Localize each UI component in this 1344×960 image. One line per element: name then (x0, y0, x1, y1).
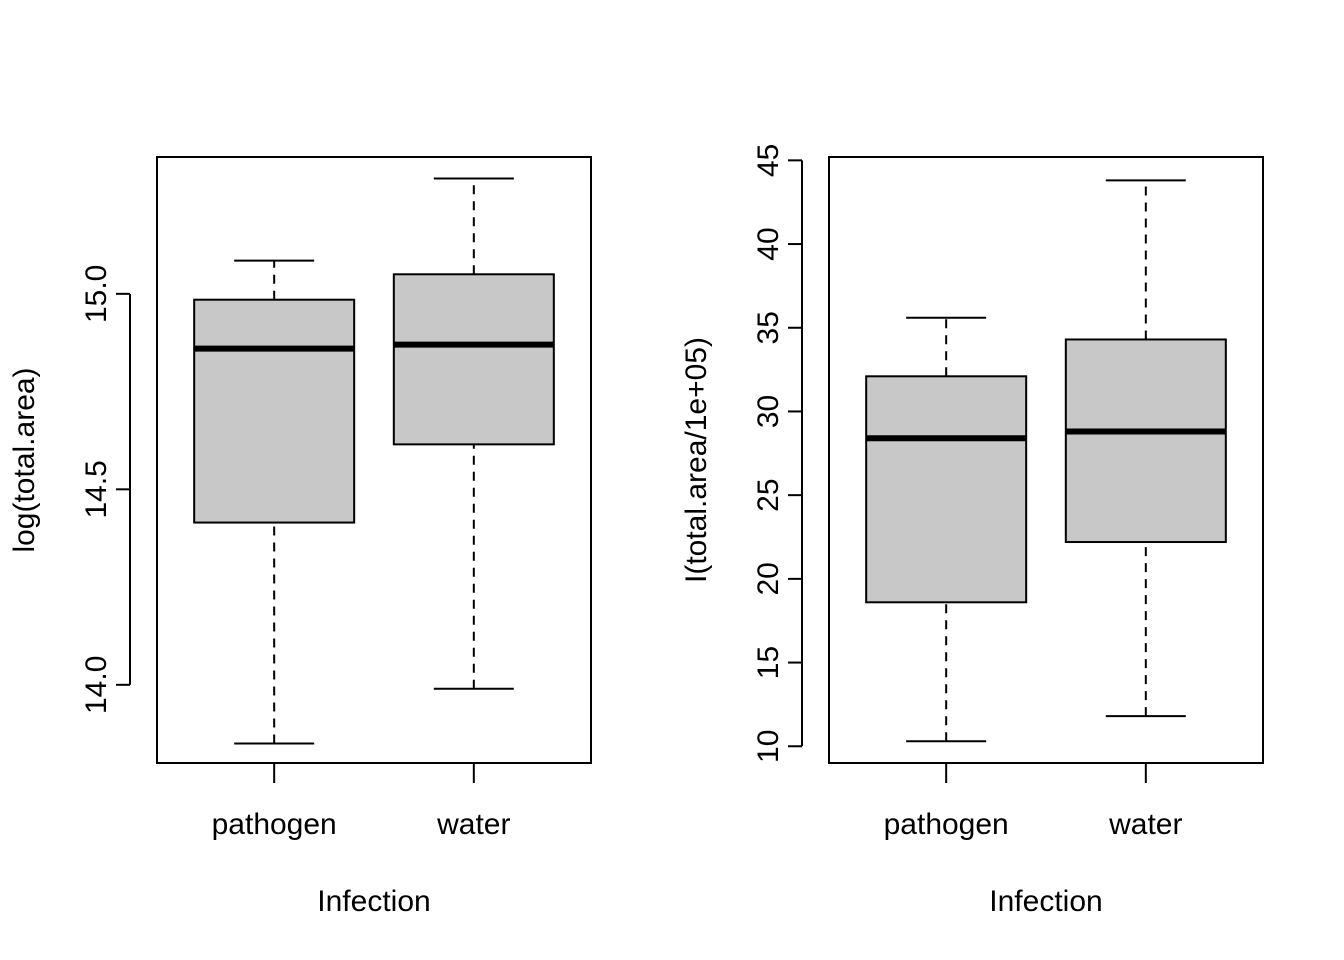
y-tick-label: 15.0 (80, 265, 113, 323)
y-tick-label: 10 (752, 730, 785, 763)
y-tick-label: 25 (752, 478, 785, 511)
y-tick-label: 14.5 (80, 460, 113, 518)
y-tick-label: 15 (752, 646, 785, 679)
iqr-box (865, 375, 1028, 604)
x-tick-label: water (1108, 808, 1182, 841)
y-tick-label: 45 (752, 144, 785, 177)
plot-frame (156, 156, 592, 764)
iqr-box (392, 273, 555, 446)
y-axis-label: I(total.area/1e+05) (680, 337, 713, 583)
plot-frame (828, 156, 1264, 764)
y-axis-label: log(total.area) (8, 367, 41, 552)
x-tick-label: water (436, 808, 510, 841)
box-pathogen: pathogen (193, 259, 356, 841)
x-tick-label: pathogen (884, 808, 1009, 841)
iqr-box (1064, 338, 1227, 544)
panel-2: 10 15 20 25 30 35 40 45 I(total.area/1e+05) patho… (680, 144, 1264, 918)
y-tick-label: 30 (752, 395, 785, 428)
x-tick-label: pathogen (212, 808, 337, 841)
panel-1: 14.0 14.5 15.0 log(total.area) pathogen water… (8, 156, 592, 918)
y-tick-label: 14.0 (80, 656, 113, 714)
y-tick-label: 20 (752, 562, 785, 595)
box-pathogen: pathogen (865, 316, 1028, 841)
y-tick-label: 40 (752, 227, 785, 260)
iqr-box (193, 298, 356, 524)
x-axis-label: Infection (989, 885, 1102, 918)
y-tick-label: 35 (752, 311, 785, 344)
box-water: water (392, 177, 555, 841)
box-water: water (1064, 179, 1227, 841)
x-axis-label: Infection (317, 885, 430, 918)
